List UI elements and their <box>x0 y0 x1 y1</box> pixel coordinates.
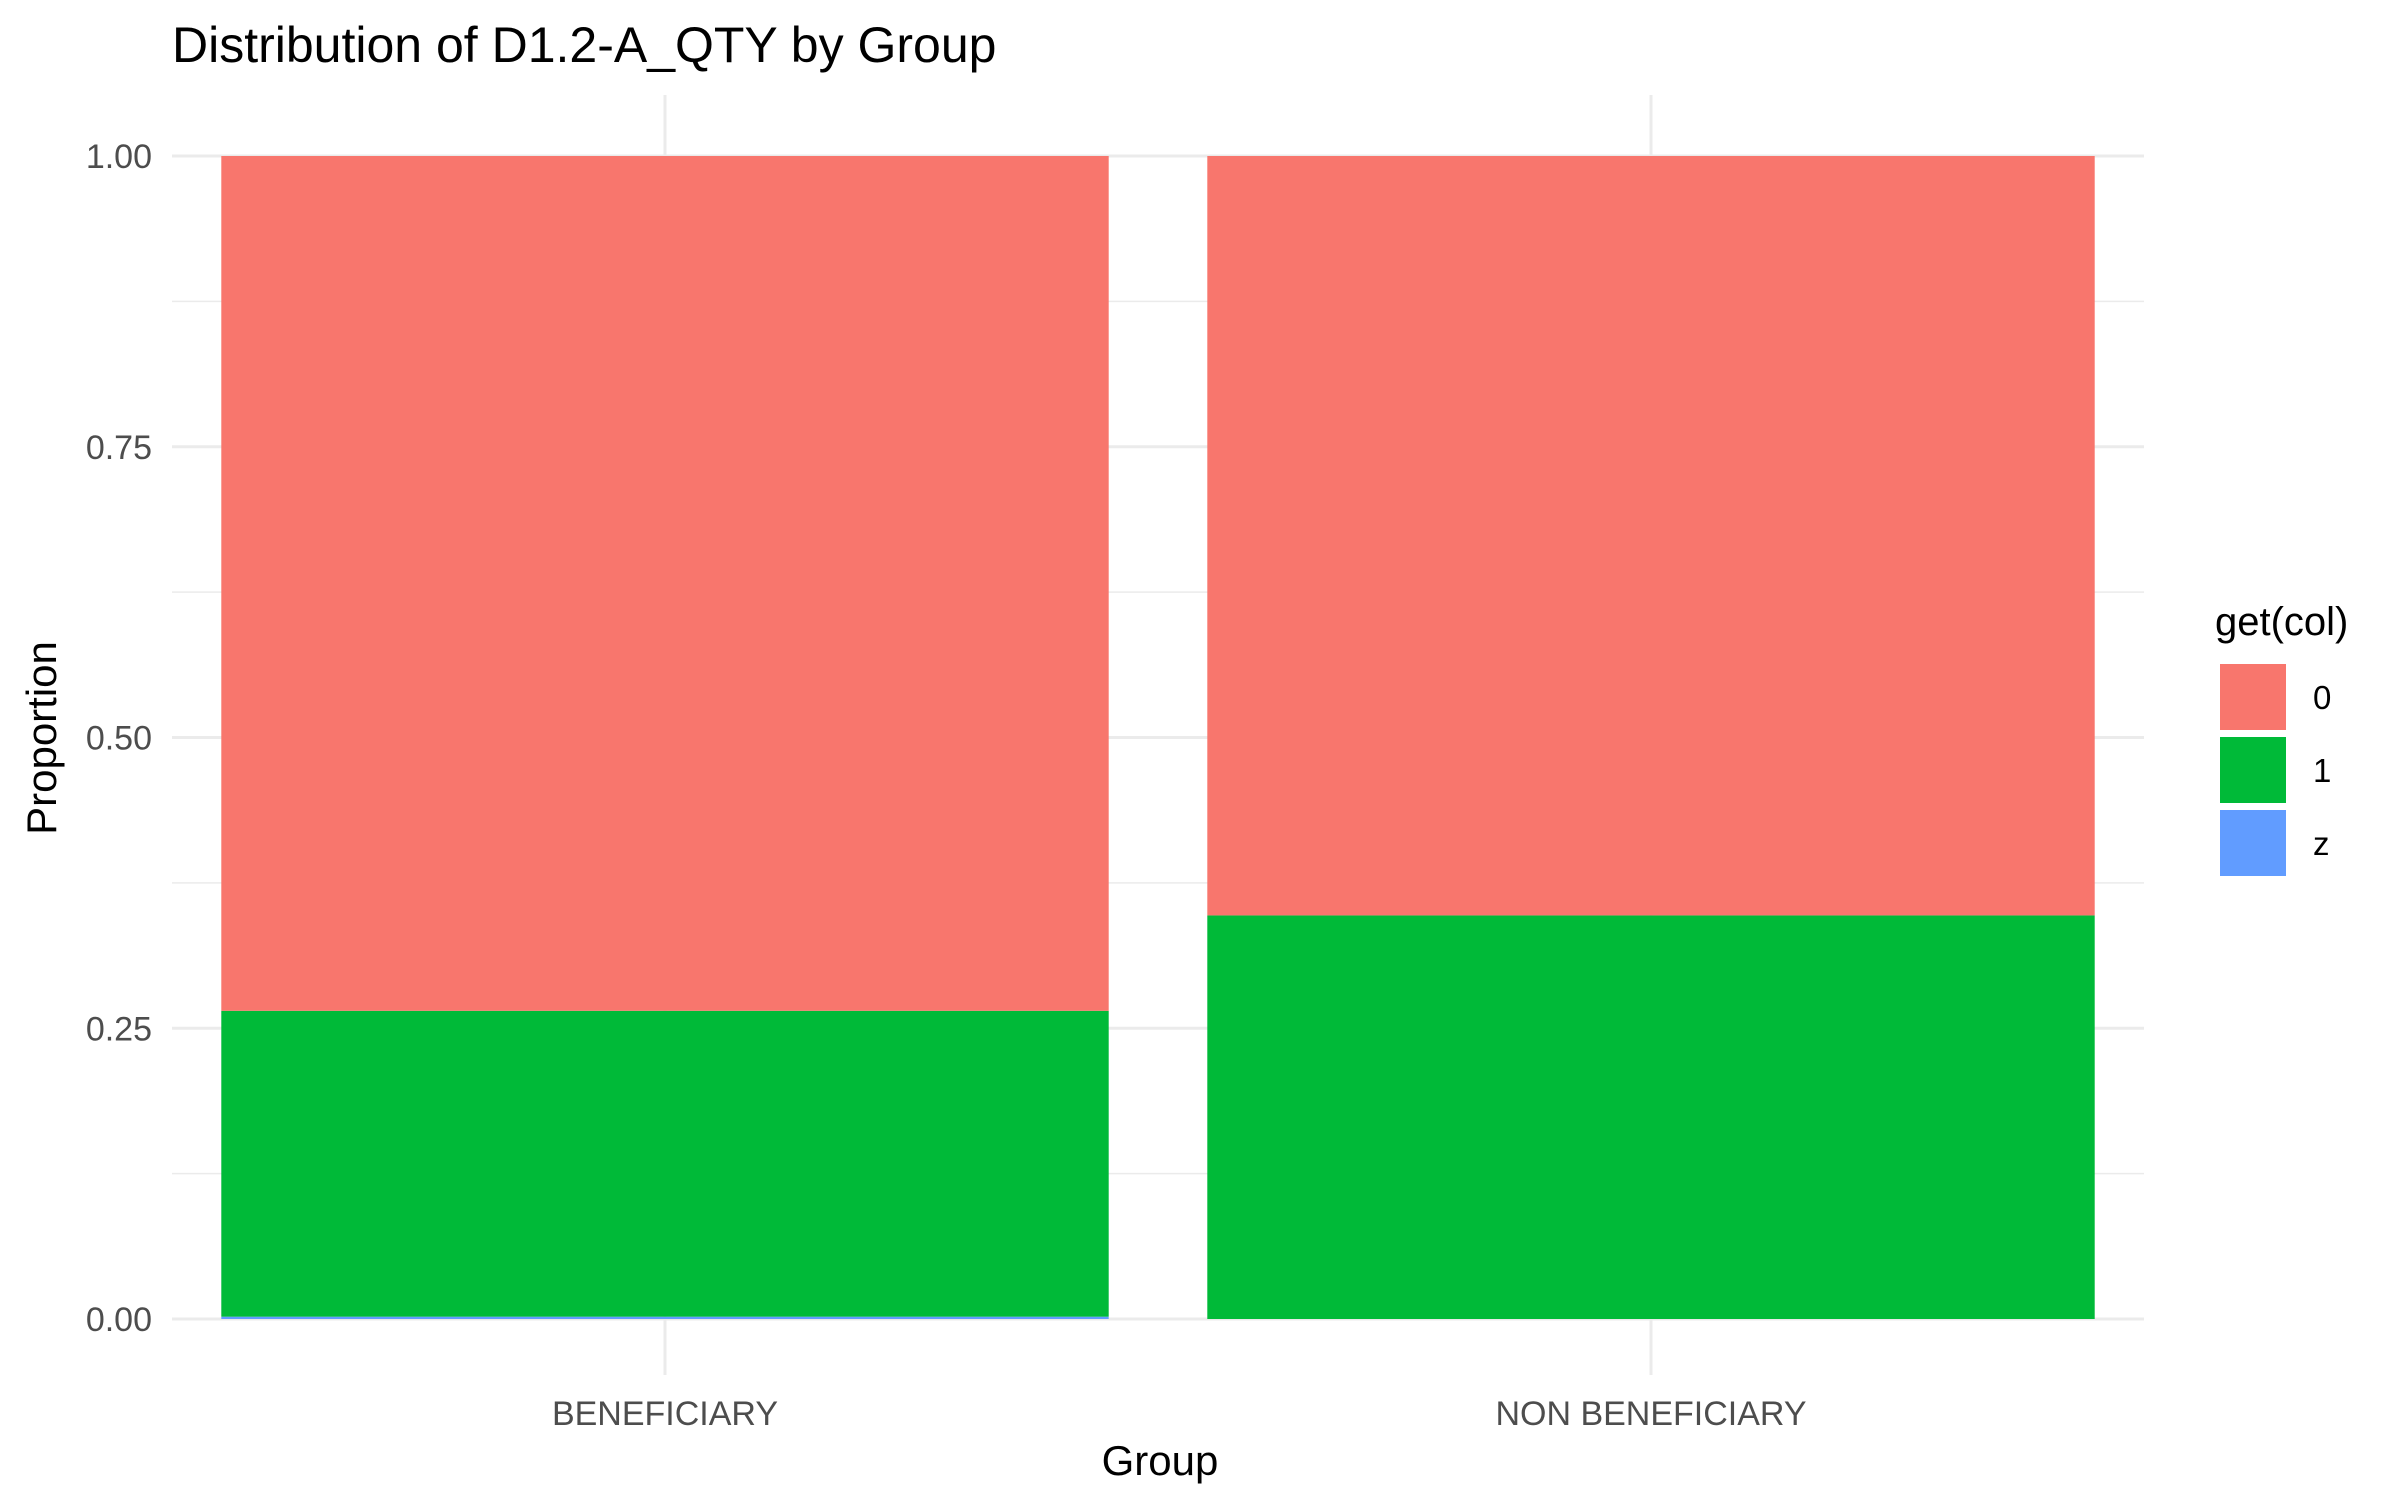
bar-segment <box>221 156 1109 1011</box>
x-tick-label: NON BENEFICIARY <box>1495 1395 1806 1433</box>
bar-segment <box>1207 156 2095 916</box>
legend-label: z <box>2313 825 2330 862</box>
y-tick-label: 0.25 <box>86 1010 152 1048</box>
y-tick-label: 0.75 <box>86 429 152 467</box>
bar-segment <box>221 1010 1109 1317</box>
legend-key <box>2220 810 2286 876</box>
legend-key <box>2220 737 2286 803</box>
x-axis-title: Group <box>1102 1437 1219 1484</box>
chart-title: Distribution of D1.2-A_QTY by Group <box>172 17 996 73</box>
y-axis-ticks: 0.00 0.25 0.50 0.75 1.00 <box>86 138 152 1339</box>
x-axis-ticks: BENEFICIARY NON BENEFICIARY <box>552 1395 1807 1433</box>
legend-key <box>2220 664 2286 730</box>
x-tick-label: BENEFICIARY <box>552 1395 778 1433</box>
y-tick-label: 0.50 <box>86 720 152 758</box>
bars <box>221 156 2095 1319</box>
y-tick-label: 0.00 <box>86 1301 152 1339</box>
legend: get(col) 0 1 z <box>2215 600 2348 876</box>
legend-label: 1 <box>2313 752 2331 789</box>
legend-items: 0 1 z <box>2220 664 2331 876</box>
y-axis-title: Proportion <box>18 641 65 835</box>
bar-segment <box>1207 915 2095 1319</box>
legend-title: get(col) <box>2215 600 2348 644</box>
y-tick-label: 1.00 <box>86 138 152 176</box>
bar-segment <box>221 1316 1109 1319</box>
legend-label: 0 <box>2313 679 2331 716</box>
